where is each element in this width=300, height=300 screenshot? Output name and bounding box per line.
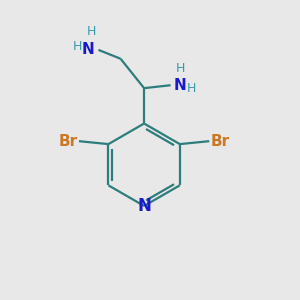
Text: H: H <box>73 40 82 53</box>
Text: H: H <box>187 82 196 95</box>
Text: Br: Br <box>58 134 77 149</box>
Text: N: N <box>81 42 94 57</box>
Text: N: N <box>137 197 151 215</box>
Text: H: H <box>176 62 186 75</box>
Text: N: N <box>174 78 186 93</box>
Text: H: H <box>86 25 96 38</box>
Text: Br: Br <box>211 134 230 149</box>
